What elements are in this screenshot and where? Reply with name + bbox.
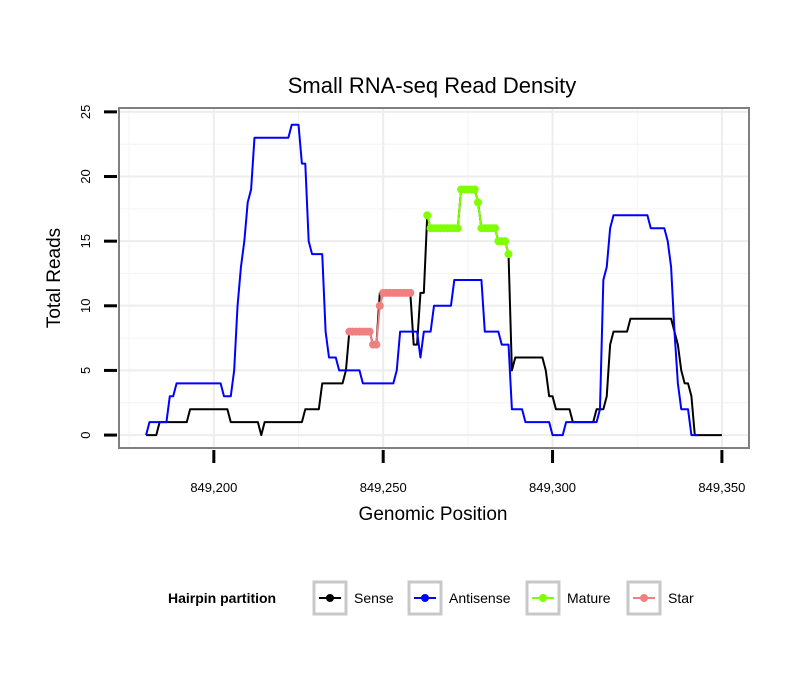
legend-point-mature bbox=[539, 594, 547, 602]
mature-point bbox=[470, 185, 479, 194]
legend-point-sense bbox=[326, 594, 334, 602]
plot-border bbox=[118, 107, 750, 449]
legend-label-star: Star bbox=[668, 590, 694, 606]
legend-point-star bbox=[640, 594, 648, 602]
gridlines bbox=[119, 108, 749, 448]
series-layer bbox=[145, 123, 722, 437]
plot-background bbox=[119, 108, 749, 448]
y-tick-label: 15 bbox=[78, 234, 93, 248]
star-point bbox=[375, 301, 384, 310]
legend-point-antisense bbox=[421, 594, 429, 602]
legend-label-mature: Mature bbox=[567, 590, 611, 606]
x-tick-label: 849,300 bbox=[529, 480, 576, 495]
x-axis-title: Genomic Position bbox=[359, 504, 508, 525]
y-tick-label: 20 bbox=[78, 169, 93, 183]
mature-point bbox=[453, 224, 462, 233]
mature-point bbox=[474, 198, 483, 207]
star-point bbox=[372, 340, 381, 349]
legend-label-antisense: Antisense bbox=[449, 590, 511, 606]
y-axis-title: Total Reads bbox=[44, 228, 65, 328]
x-tick-label: 849,250 bbox=[360, 480, 407, 495]
mature-point bbox=[423, 211, 432, 220]
legend-title: Hairpin partition bbox=[168, 590, 276, 606]
x-tick-label: 849,200 bbox=[190, 480, 237, 495]
legend: Hairpin partition Sense Antisense Mature St… bbox=[168, 580, 694, 616]
chart-title: Small RNA-seq Read Density bbox=[288, 73, 577, 98]
star-point bbox=[365, 327, 374, 336]
antisense-line bbox=[145, 123, 699, 437]
y-tick-label: 10 bbox=[78, 299, 93, 313]
legend-label-sense: Sense bbox=[354, 590, 394, 606]
y-tick-label: 0 bbox=[78, 431, 93, 438]
star-point bbox=[406, 288, 415, 297]
y-tick-label: 25 bbox=[78, 105, 93, 119]
axes: 849,200 849,250 849,300 849,350 0 5 10 15 20 25 bbox=[78, 105, 745, 495]
mature-point bbox=[504, 250, 513, 259]
x-tick-label: 849,350 bbox=[698, 480, 745, 495]
mature-point bbox=[490, 224, 499, 233]
y-tick-label: 5 bbox=[78, 367, 93, 374]
mature-point bbox=[501, 237, 510, 246]
